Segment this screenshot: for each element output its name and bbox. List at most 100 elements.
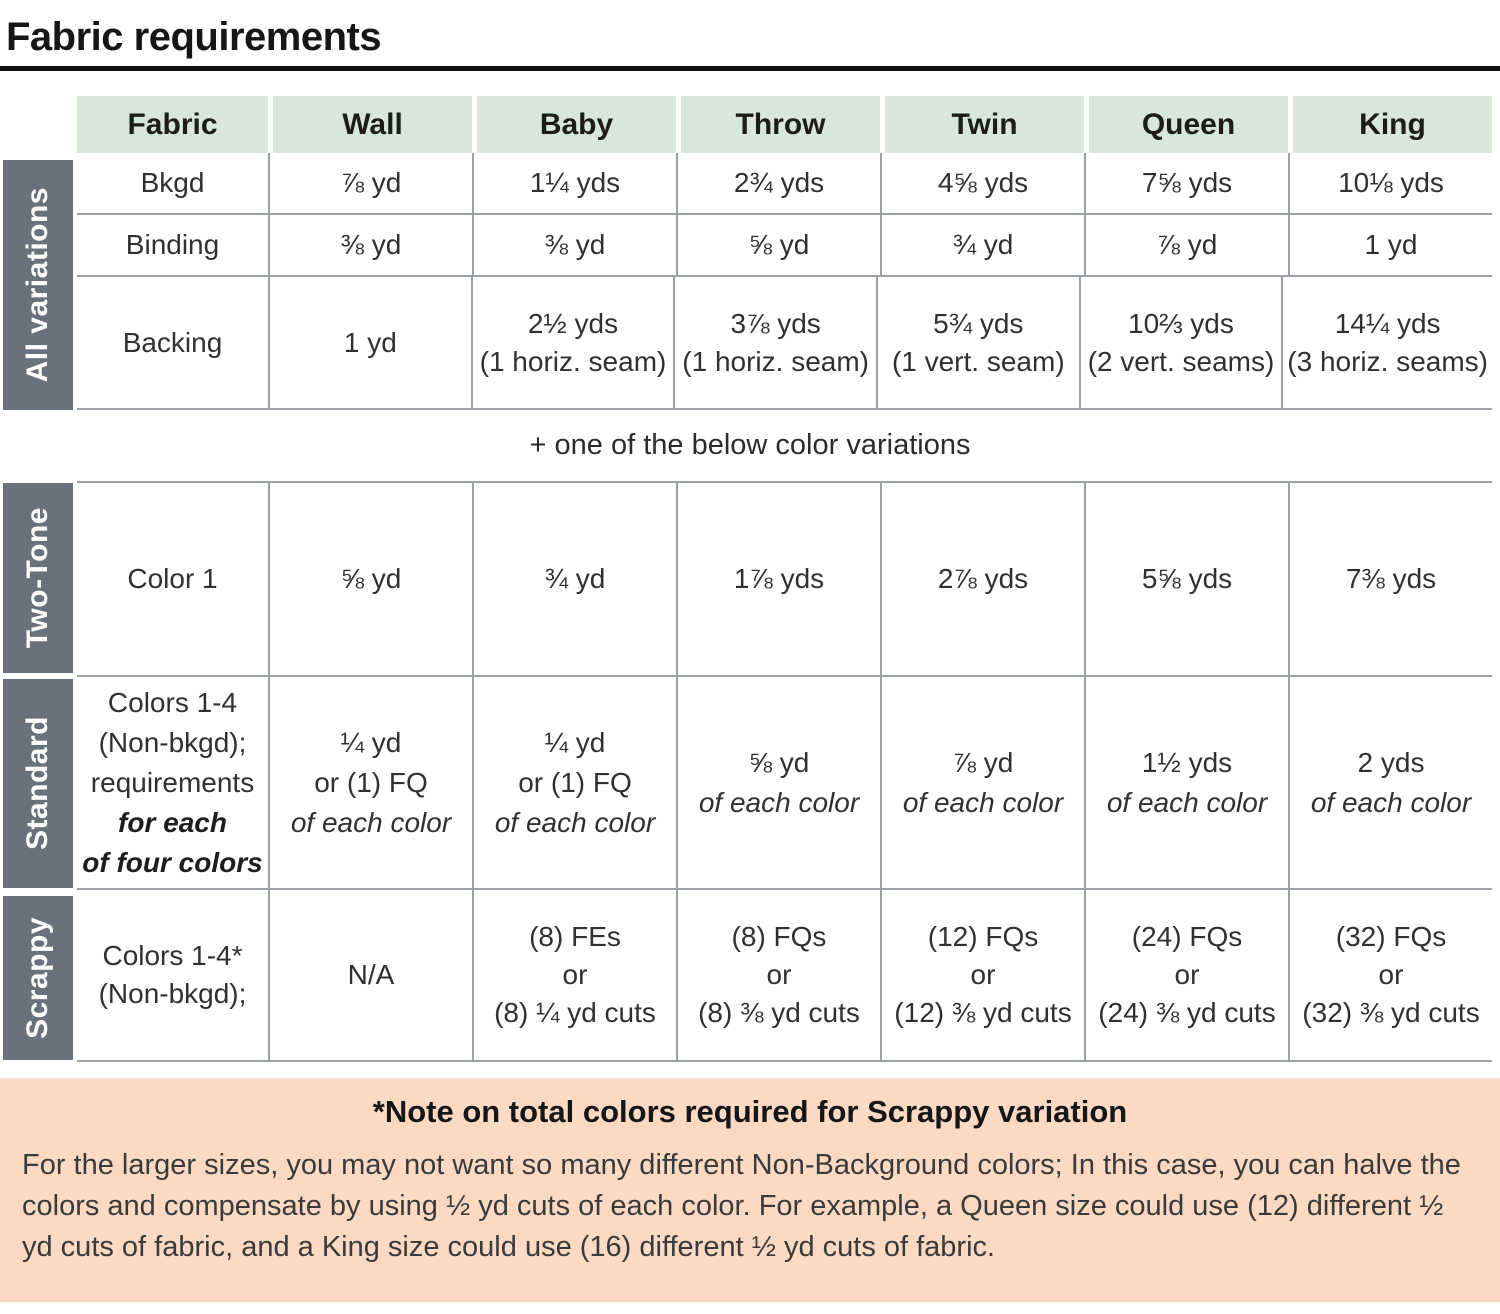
data-cell: 5¾ yds (1 vert. seam) <box>875 277 1079 408</box>
fabric-requirements-table: Fabric Wall Baby Throw Twin Queen King All var… <box>0 96 1500 1062</box>
cell-line: ¼ yd <box>544 726 606 758</box>
column-header-baby: Baby <box>472 96 676 153</box>
column-header-queen: Queen <box>1084 96 1288 153</box>
table-row: Backing 1 yd 2½ yds (1 horiz. seam) 3⅞ yds (1… <box>77 277 1492 408</box>
cell-line: requirements <box>90 766 255 798</box>
data-cell: (8) FQs or (8) ⅜ yd cuts <box>676 890 880 1060</box>
cell-line: or <box>562 959 588 990</box>
row-label-cell: Backing <box>77 277 268 408</box>
column-header-twin: Twin <box>880 96 1084 153</box>
cell-line: 1⅞ yds <box>733 563 825 594</box>
data-cell: (32) FQs or (32) ⅜ yd cuts <box>1288 890 1492 1060</box>
slot-standard: Standard Colors 1-4 (Non-bkgd); requirement… <box>0 677 1500 890</box>
column-header-throw: Throw <box>676 96 880 153</box>
section-rows: Colors 1-4* (Non-bkgd); N/A (8) FEs or (8) ¼ … <box>77 890 1492 1062</box>
row-label-cell: Colors 1-4 (Non-bkgd); requirements for eac… <box>77 677 268 888</box>
data-cell: ¾ yd <box>880 215 1084 275</box>
side-label-text: All variations <box>21 187 54 383</box>
data-cell: ⅞ yd <box>1084 215 1288 275</box>
document-page: Fabric requirements Fabric Wall Baby Throw T… <box>0 12 1500 1314</box>
cell-line: of each color <box>494 806 656 838</box>
data-cell: 10⅔ yds (2 vert. seams) <box>1078 277 1282 408</box>
side-label-standard: Standard <box>3 679 73 888</box>
cell-line: 5⅝ yds <box>1141 563 1233 594</box>
cell-line: (1 vert. seam) <box>891 345 1065 377</box>
data-cell: 2⅞ yds <box>880 483 1084 675</box>
section-rows: Color 1 ⅝ yd ¾ yd 1⅞ yds 2⅞ yds 5⅝ yds 7⅜ yds <box>77 481 1492 677</box>
data-cell: 2½ yds (1 horiz. seam) <box>470 277 674 408</box>
side-label-text: Scrappy <box>21 917 54 1039</box>
section-rows: Colors 1-4 (Non-bkgd); requirements for eac… <box>77 677 1492 890</box>
cell-line: 4⅝ yds <box>937 167 1029 198</box>
cell-line: ⅝ yd <box>340 563 402 594</box>
cell-line: (24) FQs <box>1131 921 1243 952</box>
slot-scrappy: Scrappy Colors 1-4* (Non-bkgd); N/A (8) FEs o… <box>0 890 1500 1062</box>
data-cell: ⅞ yd <box>268 153 472 213</box>
cell-line: (Non-bkgd); <box>98 726 247 758</box>
cell-line: (Non-bkgd); <box>98 978 247 1009</box>
data-cell: ⅜ yd <box>472 215 676 275</box>
cell-line: (12) ⅜ yd cuts <box>894 997 1072 1028</box>
cell-line: ⅝ yd <box>748 746 810 778</box>
cell-line: Backing <box>122 326 223 358</box>
column-header-wall: Wall <box>268 96 472 153</box>
column-header-king: King <box>1288 96 1492 153</box>
cell-line: 2¾ yds <box>733 167 825 198</box>
cell-line: Color 1 <box>127 563 218 594</box>
cell-line: N/A <box>347 959 395 990</box>
cell-line: for each <box>118 806 227 838</box>
section-two-tone: Two-Tone Color 1 ⅝ yd ¾ yd 1⅞ yds 2⅞ yds 5⅝ yd… <box>0 481 1500 677</box>
cell-line: or <box>1378 959 1404 990</box>
cell-line: 10⅛ yds <box>1338 167 1444 198</box>
color-variations-divider: + one of the below color variations <box>529 429 971 461</box>
table-row: Colors 1-4* (Non-bkgd); N/A (8) FEs or (8) ¼ … <box>77 890 1492 1060</box>
table-row: Binding ⅜ yd ⅜ yd ⅝ yd ¾ yd ⅞ yd 1 yd <box>77 215 1492 277</box>
cell-line: ⅞ yd <box>1156 229 1218 260</box>
side-label-all-variations: All variations <box>3 160 73 410</box>
cell-line: (32) ⅜ yd cuts <box>1302 997 1480 1028</box>
slot-two-tone: Two-Tone Color 1 ⅝ yd ¾ yd 1⅞ yds 2⅞ yds 5⅝ yd… <box>0 481 1500 677</box>
data-cell: ¾ yd <box>472 483 676 675</box>
data-cell: 7⅜ yds <box>1288 483 1492 675</box>
data-cell: (8) FEs or (8) ¼ yd cuts <box>472 890 676 1060</box>
data-cell: (24) FQs or (24) ⅜ yd cuts <box>1084 890 1288 1060</box>
row-label-cell: Bkgd <box>77 153 268 213</box>
cell-line: ⅝ yd <box>748 229 810 260</box>
section-scrappy: Scrappy Colors 1-4* (Non-bkgd); N/A (8) FEs o… <box>0 890 1500 1062</box>
scrappy-note-box: *Note on total colors required for Scrap… <box>0 1078 1500 1302</box>
column-header-fabric: Fabric <box>77 96 268 153</box>
data-cell: 14¼ yds (3 horiz. seams) <box>1281 277 1492 408</box>
table-header-row: Fabric Wall Baby Throw Twin Queen King <box>77 96 1492 153</box>
cell-line: ¾ yd <box>544 563 606 594</box>
data-cell: 1¼ yds <box>472 153 676 213</box>
data-cell: 10⅛ yds <box>1288 153 1492 213</box>
side-label-scrappy: Scrappy <box>3 896 73 1060</box>
row-label-cell: Color 1 <box>77 483 268 675</box>
data-cell: 1½ yds of each color <box>1084 677 1288 888</box>
cell-line: (8) FEs <box>529 921 621 952</box>
data-cell: ⅝ yd <box>676 215 880 275</box>
cell-line: 1½ yds <box>1141 746 1233 778</box>
data-cell: 7⅝ yds <box>1084 153 1288 213</box>
cell-line: ¾ yd <box>952 229 1014 260</box>
cell-line: Bkgd <box>140 167 205 198</box>
cell-line: ¼ yd <box>340 726 402 758</box>
cell-line: 14¼ yds <box>1334 307 1441 339</box>
cell-line: or <box>1174 959 1200 990</box>
table-row: Colors 1-4 (Non-bkgd); requirements for eac… <box>77 677 1492 888</box>
cell-line: (8) ⅜ yd cuts <box>698 997 860 1028</box>
section-standard: Standard Colors 1-4 (Non-bkgd); requirement… <box>0 677 1500 890</box>
cell-line: ⅞ yd <box>340 167 402 198</box>
cell-line: 2½ yds <box>527 307 619 339</box>
cell-line: of each color <box>290 806 452 838</box>
cell-line: 2⅞ yds <box>937 563 1029 594</box>
cell-line: Binding <box>125 229 220 260</box>
cell-line: 1¼ yds <box>529 167 621 198</box>
data-cell: ¼ yd or (1) FQ of each color <box>268 677 472 888</box>
cell-line: of each color <box>1106 786 1268 818</box>
cell-line: (8) FQs <box>731 921 827 952</box>
section-rows: Bkgd ⅞ yd 1¼ yds 2¾ yds 4⅝ yds 7⅝ yds 10⅛ yds B… <box>77 153 1492 410</box>
data-cell: ⅝ yd <box>268 483 472 675</box>
table-row: Color 1 ⅝ yd ¾ yd 1⅞ yds 2⅞ yds 5⅝ yds 7⅜ yds <box>77 483 1492 675</box>
cell-line: of each color <box>1310 786 1472 818</box>
